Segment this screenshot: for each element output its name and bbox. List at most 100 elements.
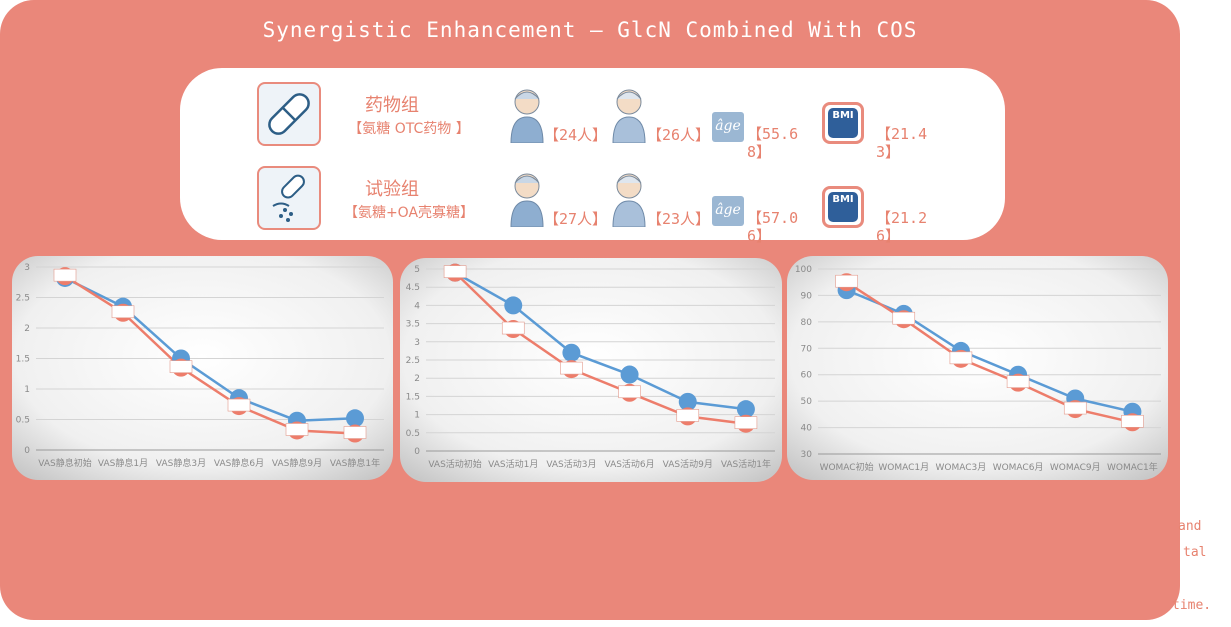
x-tick-label: VAS活动9月 (663, 458, 713, 470)
series-line (846, 288, 1133, 413)
y-tick-label: 2.5 (406, 356, 420, 366)
x-tick-label: WOMAC1年 (1107, 461, 1158, 473)
y-tick-label: 1 (414, 411, 420, 421)
y-tick-label: 70 (801, 344, 813, 354)
male-count: 【27人】 (544, 210, 608, 228)
x-tick-label: VAS活动初始 (428, 458, 481, 470)
chart: 0 0.5 1 1.5 2 2.5 3 VAS静息初始 VAS静息1月 VAS静息3月 VAS静息6… (12, 256, 393, 480)
label-box (1063, 401, 1087, 415)
female-count: 【26人】 (647, 126, 711, 144)
label-box (560, 361, 583, 375)
label-box (343, 426, 367, 439)
x-tick-label: VAS静息初始 (38, 457, 91, 469)
label-box (949, 351, 973, 365)
y-tick-label: 1.5 (406, 392, 420, 402)
male-icon (508, 169, 546, 231)
y-tick-label: 2 (414, 374, 420, 384)
label-box (835, 274, 858, 288)
x-tick-label: VAS静息1年 (330, 457, 380, 469)
x-tick-label: WOMAC6月 (993, 462, 1044, 473)
y-tick-label: 0 (24, 446, 30, 456)
bmi-label: BMI (828, 192, 858, 222)
x-tick-label: VAS静息3月 (156, 457, 206, 469)
y-tick-label: 80 (801, 318, 813, 328)
label-box (892, 311, 916, 325)
label-box (169, 360, 193, 373)
female-icon (610, 169, 648, 231)
y-tick-label: 0 (414, 447, 420, 457)
x-tick-label: VAS活动1月 (488, 458, 538, 470)
label-box (734, 416, 758, 430)
person-icon (510, 173, 544, 228)
male-icon (508, 85, 546, 147)
y-tick-label: 4 (414, 301, 420, 311)
label-box (443, 265, 467, 278)
person-icon (510, 89, 544, 144)
group-icon (257, 82, 321, 146)
age-value: 【57.06】 (747, 209, 799, 245)
age-value: 【55.68】 (747, 125, 799, 161)
data-point (736, 400, 755, 419)
y-tick-label: 30 (801, 450, 813, 460)
title: Synergistic Enhancement – GlcN Combined … (262, 18, 918, 42)
bmi-icon: BMI (822, 102, 864, 144)
person-icon (612, 89, 646, 144)
data-point (346, 409, 364, 428)
y-tick-label: 90 (801, 291, 813, 301)
bmi-label: BMI (828, 108, 858, 138)
bmi-value: 【21.26】 (876, 209, 928, 245)
y-tick-label: 1 (24, 385, 30, 395)
female-icon (610, 85, 648, 147)
label-box (227, 398, 251, 412)
label-box (285, 423, 309, 436)
y-tick-label: 0.5 (406, 429, 420, 439)
text-fragment: and (1178, 519, 1202, 534)
group-desc: 【氨糖 OTC药物 】 (348, 121, 470, 137)
y-tick-label: 3.5 (406, 320, 420, 330)
label-box (676, 409, 700, 422)
label-box (618, 385, 641, 399)
y-tick-label: 100 (795, 265, 812, 275)
y-tick-label: 50 (801, 397, 813, 407)
male-count: 【24人】 (544, 126, 608, 144)
group-desc: 【氨糖+OA壳寡糖】 (343, 205, 475, 221)
x-tick-label: WOMAC初始 (820, 461, 874, 473)
chart: 30 40 50 60 70 80 90 100 WOMAC初始 WOMAC1月 WOMAC3月 WO… (787, 256, 1168, 480)
group-icon (257, 166, 321, 230)
chart: 0 0.5 1 1.5 2 2.5 3 3.5 4 4.5 5 VAS活动初始 VAS活动1月 VAS活动… (400, 258, 782, 482)
data-point (678, 392, 697, 411)
x-tick-label: WOMAC9月 (1050, 462, 1101, 473)
label-box (1006, 375, 1030, 388)
series-line (64, 276, 356, 422)
chart-panel (400, 258, 782, 482)
bmi-value: 【21.43】 (876, 125, 928, 161)
y-tick-label: 2.5 (16, 294, 30, 304)
label-box (53, 268, 77, 282)
age-icon: âge (712, 112, 744, 142)
female-count: 【23人】 (647, 210, 711, 228)
label-box (111, 305, 135, 319)
person-icon (612, 173, 646, 228)
x-tick-label: VAS静息6月 (214, 457, 264, 469)
y-tick-label: 4.5 (406, 283, 420, 293)
y-tick-label: 0.5 (16, 416, 30, 426)
y-tick-label: 60 (801, 371, 813, 381)
y-tick-label: 2 (24, 324, 30, 334)
data-point (504, 296, 523, 315)
y-tick-label: 40 (801, 424, 813, 434)
series-line (454, 271, 747, 411)
label-box (501, 321, 525, 335)
text-fragment: time. (1172, 598, 1212, 613)
group-name: 试验组 (365, 179, 419, 200)
age-icon: âge (712, 196, 744, 226)
x-tick-label: VAS静息1月 (98, 457, 148, 469)
bmi-icon: BMI (822, 186, 864, 228)
x-tick-label: VAS活动1年 (721, 458, 771, 470)
group-name: 药物组 (365, 95, 419, 116)
x-tick-label: WOMAC1月 (878, 462, 929, 473)
chart-panel (787, 256, 1168, 480)
label-box (1121, 414, 1144, 428)
y-tick-label: 3 (414, 338, 420, 348)
